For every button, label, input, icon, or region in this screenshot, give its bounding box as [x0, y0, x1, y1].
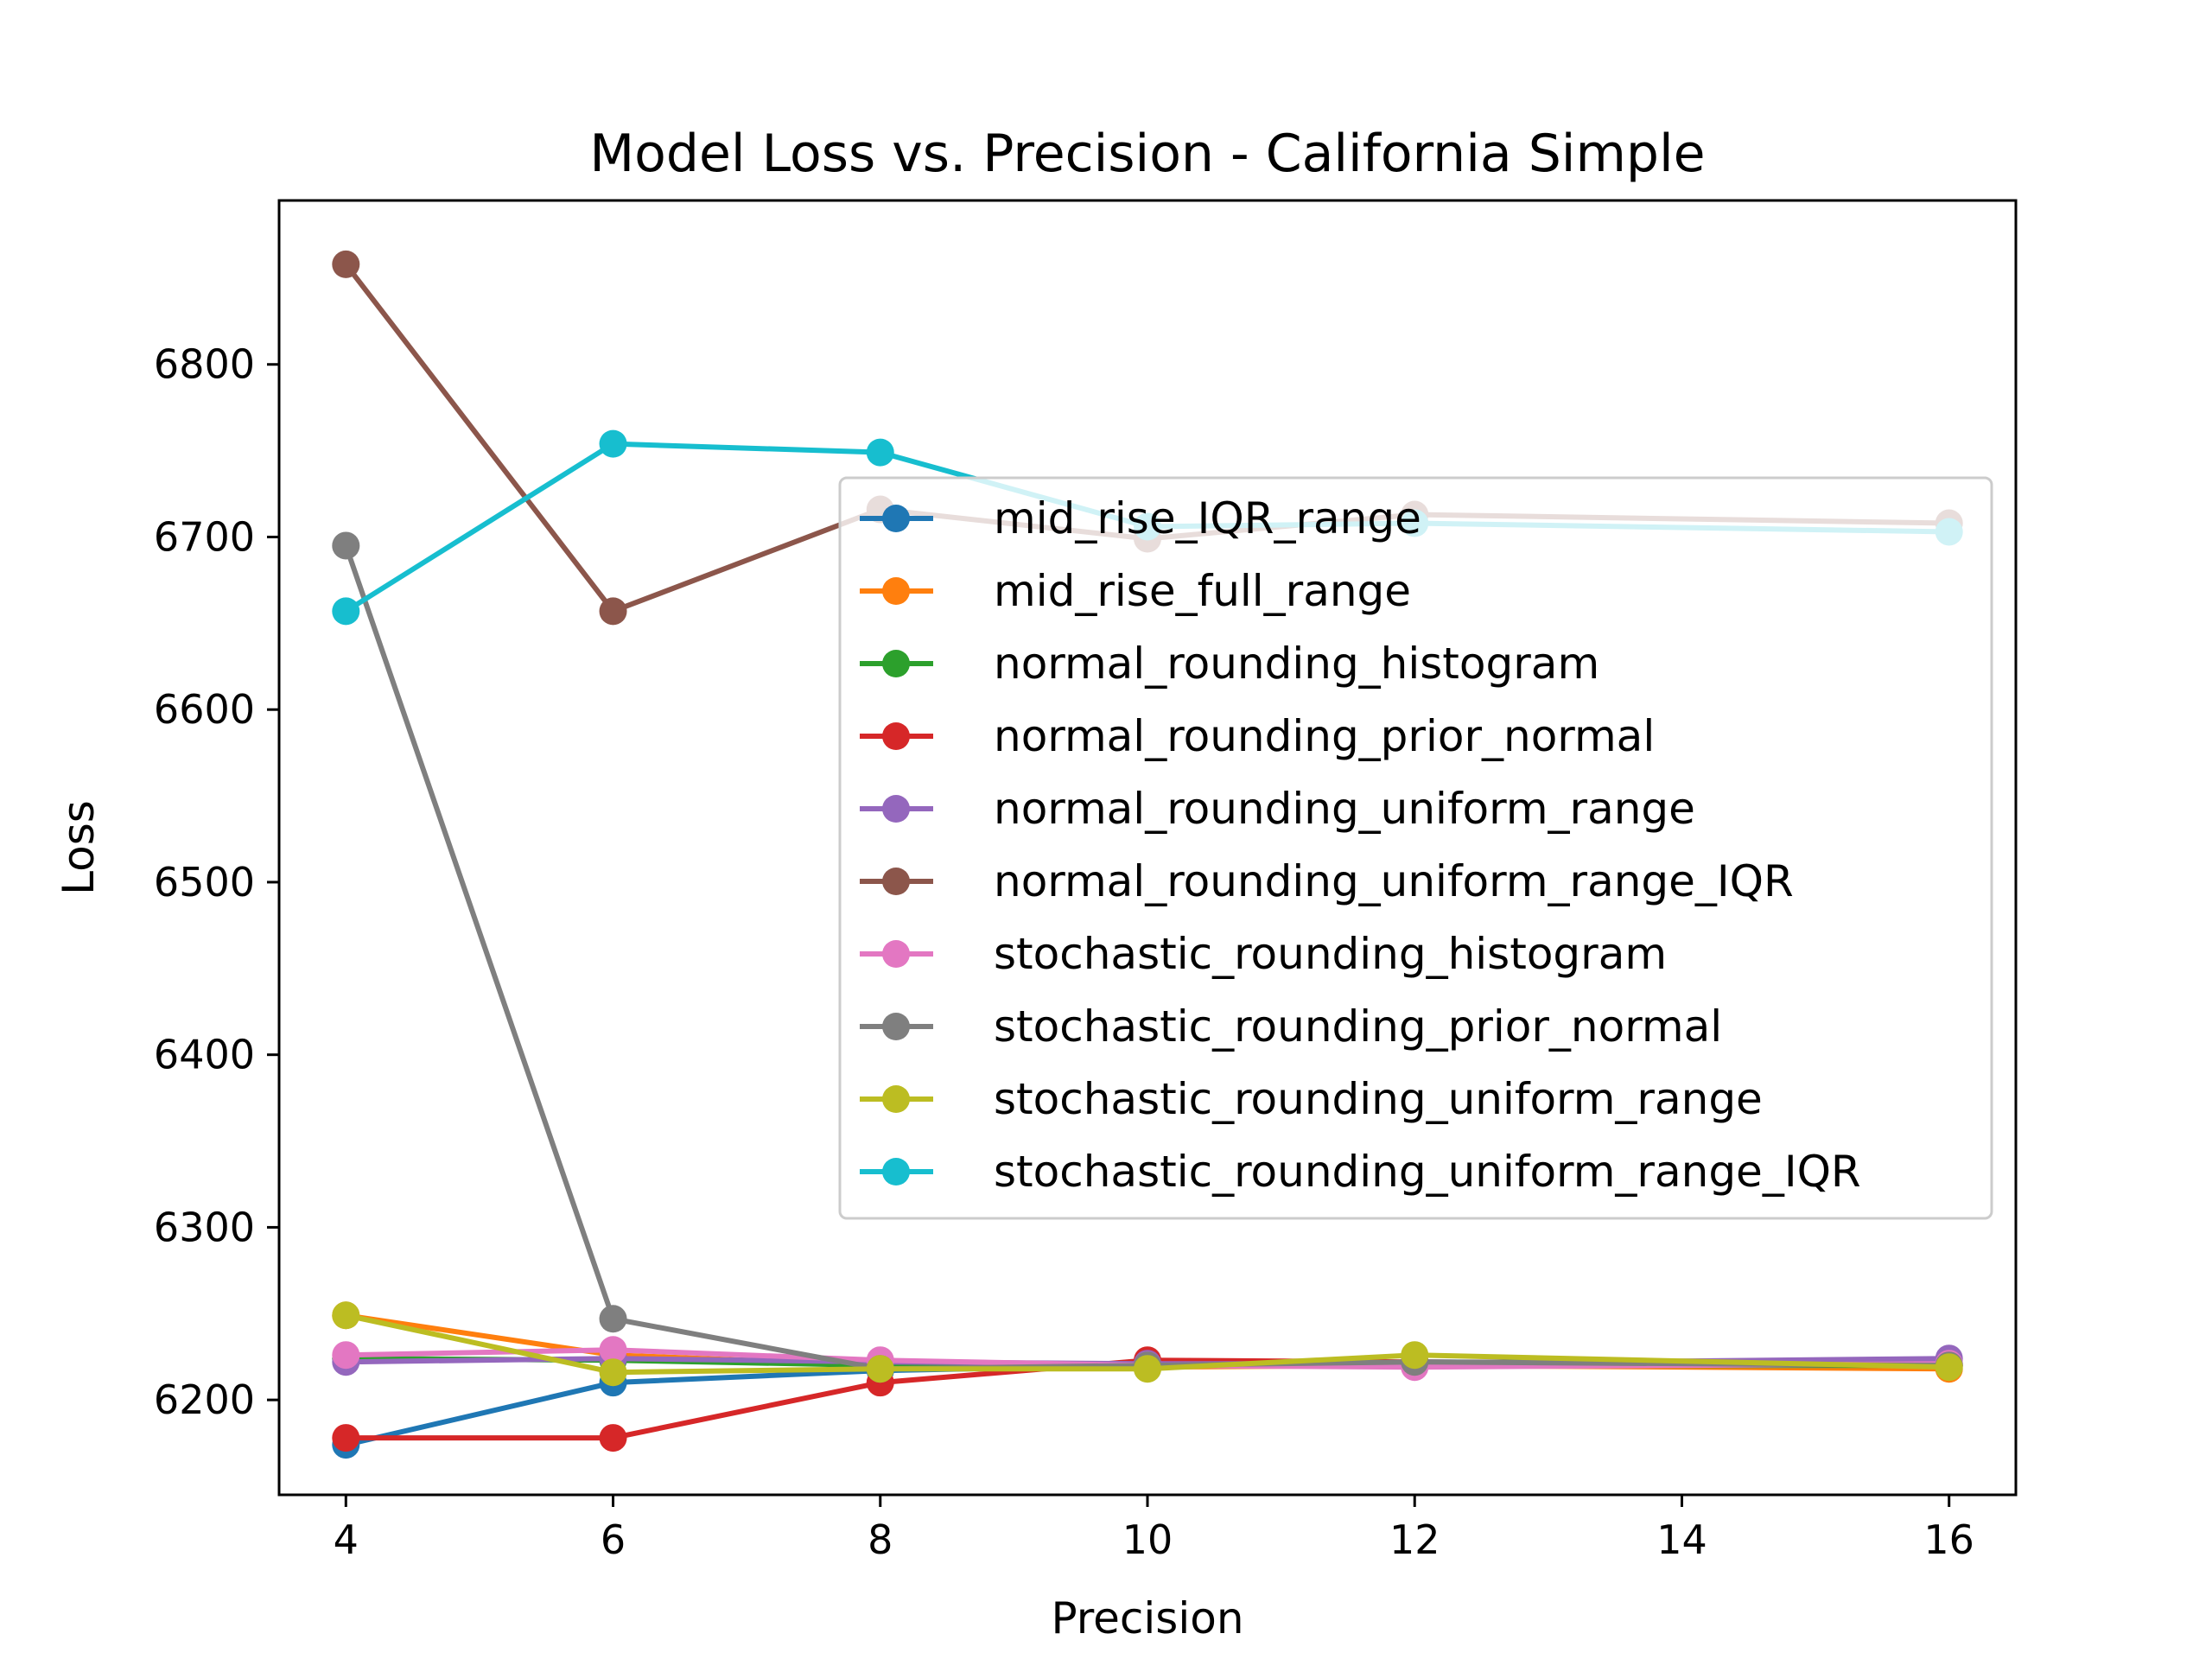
legend-swatch-marker — [882, 940, 910, 968]
chart-title: Model Loss vs. Precision - California Si… — [589, 124, 1705, 184]
x-tick-label: 12 — [1389, 1516, 1440, 1563]
legend-swatch-marker — [882, 577, 910, 605]
y-tick-label: 6200 — [154, 1376, 255, 1423]
legend-item: stochastic_rounding_uniform_range_IQR — [860, 1147, 1861, 1197]
legend-swatch-marker — [882, 650, 910, 677]
legend-label: stochastic_rounding_histogram — [994, 929, 1667, 979]
data-point — [332, 1341, 360, 1370]
data-point — [599, 1424, 627, 1452]
data-point — [1935, 1353, 1963, 1382]
x-tick-label: 16 — [1923, 1516, 1974, 1563]
x-tick-label: 6 — [601, 1516, 626, 1563]
data-point — [866, 1355, 894, 1383]
x-tick-label: 14 — [1656, 1516, 1707, 1563]
legend-item: stochastic_rounding_histogram — [860, 929, 1667, 979]
legend-label: normal_rounding_uniform_range — [994, 784, 1695, 834]
data-point — [599, 1305, 627, 1333]
legend: mid_rise_IQR_range mid_rise_full_rangenor… — [838, 476, 1993, 1220]
y-axis-label: Loss — [54, 800, 104, 895]
legend-swatch-marker — [882, 1158, 910, 1185]
legend-item: normal_rounding_prior_normal — [860, 711, 1655, 761]
data-point — [332, 531, 360, 560]
legend-swatch-marker — [882, 868, 910, 895]
x-axis-ticks: 4 6 8 10 12 14 16 — [334, 1495, 1974, 1563]
legend-swatch-marker — [882, 1013, 910, 1040]
x-tick-label: 10 — [1122, 1516, 1173, 1563]
y-tick-label: 6700 — [154, 513, 255, 560]
y-axis-ticks: 6200 6300 6400 6500 6600 6700 6800 — [154, 341, 279, 1423]
legend-label: stochastic_rounding_prior_normal — [994, 1001, 1722, 1052]
x-tick-label: 4 — [334, 1516, 359, 1563]
data-point — [599, 1336, 627, 1364]
legend-swatch-marker — [882, 722, 910, 750]
legend-item: normal_rounding_uniform_range_IQR — [860, 856, 1794, 906]
legend-label: normal_rounding_prior_normal — [994, 711, 1655, 761]
data-point — [866, 438, 894, 467]
y-tick-label: 6300 — [154, 1204, 255, 1250]
data-point — [1134, 1355, 1161, 1383]
legend-label: stochastic_rounding_uniform_range_IQR — [994, 1147, 1861, 1197]
data-point — [332, 250, 360, 278]
legend-swatch-marker — [882, 1085, 910, 1113]
x-axis-label: Precision — [1051, 1593, 1243, 1643]
legend-item: stochastic_rounding_prior_normal — [860, 1001, 1722, 1052]
legend-label: mid_rise_IQR_range — [994, 493, 1421, 543]
data-point — [1401, 1341, 1429, 1370]
legend-label: mid_rise_full_range — [994, 566, 1411, 616]
legend-box — [838, 476, 1993, 1220]
series-line — [345, 1313, 1949, 1376]
y-tick-label: 6400 — [154, 1032, 255, 1078]
legend-label: normal_rounding_uniform_range_IQR — [994, 856, 1794, 906]
series-layer — [332, 250, 1963, 1459]
legend-swatch-marker — [882, 505, 910, 532]
data-point — [599, 597, 627, 626]
x-tick-label: 8 — [868, 1516, 893, 1563]
legend-item: normal_rounding_uniform_range — [860, 784, 1695, 834]
series-stochastic_rounding_uniform_range — [332, 1301, 1963, 1387]
data-point — [332, 1424, 360, 1452]
data-point — [599, 1358, 627, 1387]
data-point — [332, 597, 360, 626]
legend-swatch-marker — [882, 795, 910, 823]
y-tick-label: 6800 — [154, 341, 255, 388]
legend-item: normal_rounding_histogram — [860, 639, 1599, 689]
legend-item: stochastic_rounding_uniform_range — [860, 1074, 1763, 1124]
data-point — [332, 1301, 360, 1330]
legend-item: mid_rise_full_range — [860, 566, 1411, 616]
legend-label: normal_rounding_histogram — [994, 639, 1599, 689]
y-tick-label: 6500 — [154, 859, 255, 906]
legend-item: mid_rise_IQR_range — [860, 493, 1421, 543]
series-line — [346, 1347, 1949, 1370]
data-point — [599, 429, 627, 458]
y-tick-label: 6600 — [154, 686, 255, 733]
legend-label: stochastic_rounding_uniform_range — [994, 1074, 1763, 1124]
legend-items: mid_rise_IQR_range mid_rise_full_rangenor… — [860, 493, 1861, 1197]
